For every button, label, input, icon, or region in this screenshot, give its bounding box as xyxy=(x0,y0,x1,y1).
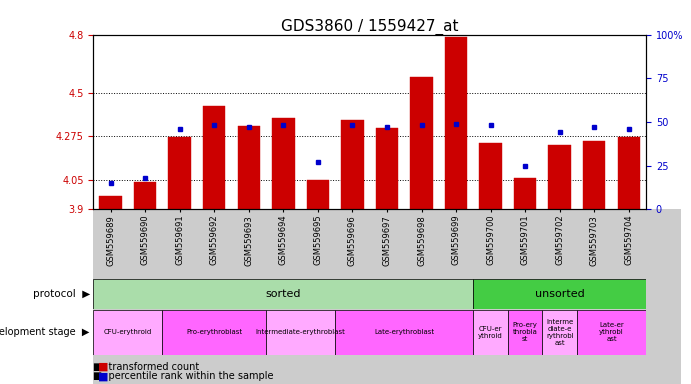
Bar xyxy=(508,310,542,355)
Bar xyxy=(162,310,266,355)
Text: Pro-erythroblast: Pro-erythroblast xyxy=(186,329,243,335)
Text: CFU-erythroid: CFU-erythroid xyxy=(104,329,152,335)
Bar xyxy=(93,279,473,308)
Text: ■: ■ xyxy=(98,371,108,381)
Bar xyxy=(549,145,571,209)
Text: ■: ■ xyxy=(98,362,108,372)
Text: ■  transformed count: ■ transformed count xyxy=(93,362,200,372)
Bar xyxy=(203,106,225,209)
Bar xyxy=(445,36,467,209)
Text: sorted: sorted xyxy=(265,289,301,299)
Text: protocol  ▶: protocol ▶ xyxy=(32,289,90,299)
Bar xyxy=(100,196,122,209)
Bar xyxy=(577,310,646,355)
Text: CFU-er
ythroid: CFU-er ythroid xyxy=(478,326,503,339)
Bar xyxy=(480,143,502,209)
Bar xyxy=(473,279,646,308)
Text: development stage  ▶: development stage ▶ xyxy=(0,327,90,337)
Text: Intermediate-erythroblast: Intermediate-erythroblast xyxy=(256,329,346,335)
Text: Late-erythroblast: Late-erythroblast xyxy=(374,329,435,335)
Bar xyxy=(410,77,433,209)
Bar xyxy=(169,137,191,209)
Text: Interme
diate-e
rythrobl
ast: Interme diate-e rythrobl ast xyxy=(546,319,574,346)
Bar xyxy=(542,310,577,355)
Bar xyxy=(238,126,260,209)
Text: Late-er
ythrobl
ast: Late-er ythrobl ast xyxy=(599,322,624,342)
Bar xyxy=(335,310,473,355)
Bar xyxy=(376,128,398,209)
Bar xyxy=(583,141,605,209)
Title: GDS3860 / 1559427_at: GDS3860 / 1559427_at xyxy=(281,18,458,35)
Text: unsorted: unsorted xyxy=(535,289,585,299)
Bar xyxy=(266,310,335,355)
Text: Pro-ery
throbla
st: Pro-ery throbla st xyxy=(513,322,538,342)
Text: ■  percentile rank within the sample: ■ percentile rank within the sample xyxy=(93,371,274,381)
Bar xyxy=(618,137,640,209)
Bar xyxy=(514,178,536,209)
Bar xyxy=(134,182,156,209)
Bar xyxy=(341,120,363,209)
Bar xyxy=(307,180,329,209)
Bar xyxy=(473,310,508,355)
Bar xyxy=(93,310,162,355)
Bar xyxy=(272,118,294,209)
